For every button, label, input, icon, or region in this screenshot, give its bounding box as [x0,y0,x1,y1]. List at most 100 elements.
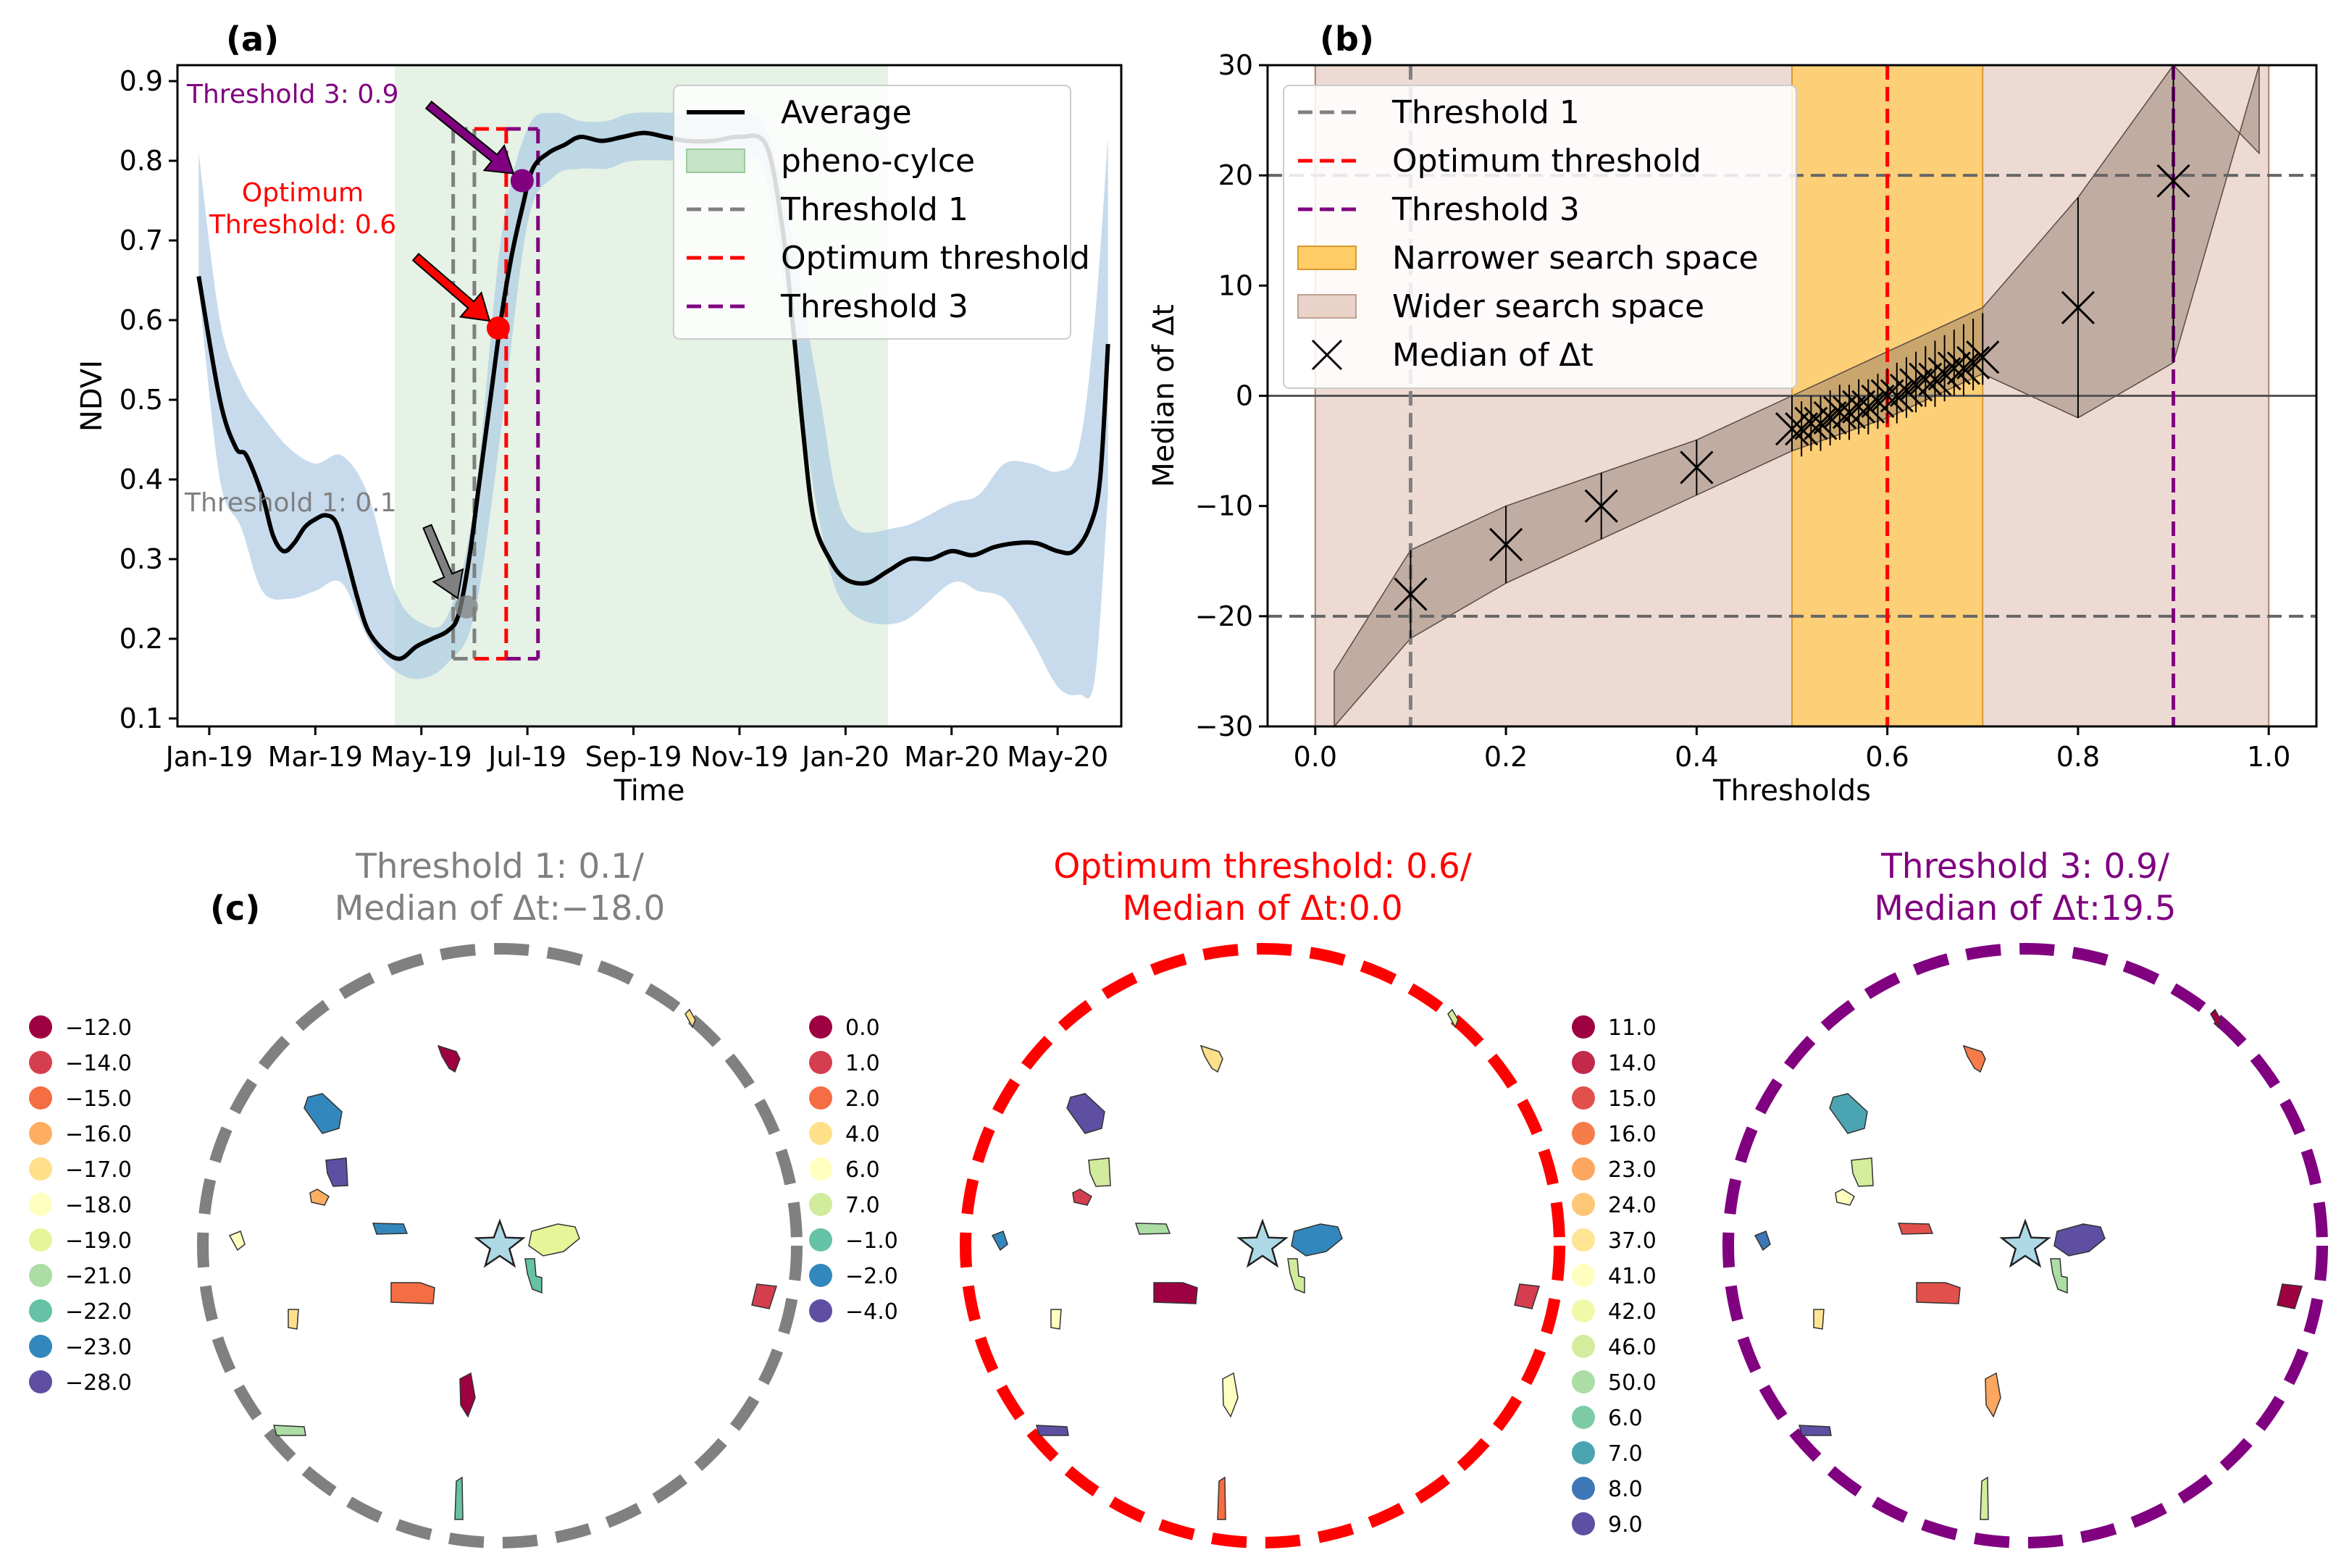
median-marker-6 [1794,406,1828,440]
legend-a-label-2: Threshold 1 [780,191,968,228]
threshold-point-t3 [510,169,534,193]
parcel-2-5 [1754,1230,1771,1252]
map-legend-label-0-8: −22.0 [65,1299,132,1325]
parcel-1-1 [1199,1044,1223,1073]
map-legend-dot-0-8 [29,1299,52,1322]
legend-b-swatch-4 [1297,294,1357,319]
y-tick-label-a-2: 0.3 [120,543,163,575]
x-tick-label-a-3: Jul-19 [487,741,566,773]
map-legend-label-2-13: 8.0 [1608,1477,1643,1502]
parcel-1-13 [1222,1372,1239,1418]
map-legend-label-0-6: −19.0 [65,1228,132,1254]
map-legend-dot-1-8 [809,1299,832,1322]
panel-label-a: (a) [226,20,279,59]
parcel-2-14 [1798,1425,1832,1436]
parcel-2-2 [1829,1093,1868,1134]
map-legend-dot-2-2 [1572,1086,1595,1110]
x-tick-label-a-8: May-20 [1007,741,1108,773]
parcel-1-3 [1088,1157,1111,1187]
x-tick-label-b-2: 0.4 [1675,741,1718,773]
median-marker-7 [1804,406,1838,440]
y-tick-label-b-4: 10 [1218,269,1253,301]
map-legend-label-1-6: −1.0 [845,1228,898,1254]
median-marker-10 [1832,395,1867,429]
map-legend-label-2-1: 14.0 [1608,1051,1657,1076]
map-legend-label-2-3: 16.0 [1608,1122,1657,1147]
map-legend-label-2-11: 6.0 [1608,1406,1643,1431]
y-tick-label-a-6: 0.7 [120,225,163,256]
parcel-0-8 [524,1258,543,1294]
parcel-0-6 [372,1223,409,1235]
median-marker-24 [1966,340,2000,374]
map-panel-2: Threshold 3: 0.9/Median of Δt:19.5 11.0 14… [1572,847,2328,1548]
x-tick-label-b-5: 1.0 [2247,741,2290,773]
x-tick-label-a-5: Nov-19 [690,741,788,773]
y-tick-label-a-3: 0.4 [120,464,163,495]
parcel-0-12 [288,1309,299,1330]
arrow-optimum [411,253,491,322]
map-legend-label-2-4: 23.0 [1608,1157,1657,1183]
parcel-1-12 [1050,1309,1062,1330]
median-marker-22 [1946,351,1981,385]
map-legend-dot-1-1 [809,1051,832,1074]
map-legend-dot-2-12 [1572,1441,1595,1464]
parcel-2-12 [1813,1309,1825,1330]
annotation-optimum-1: Optimum [242,178,364,208]
parcel-2-11 [2277,1283,2303,1309]
map-legend-dot-2-3 [1572,1122,1595,1145]
site-star-icon-0 [474,1218,526,1268]
legend-b-frame [1283,85,1797,389]
map-legend-dot-1-2 [809,1086,832,1110]
map-legend-dot-1-4 [809,1157,832,1181]
parcel-1-6 [1134,1223,1171,1235]
axes-frame-a [176,64,1123,728]
parcel-1-5 [991,1230,1008,1252]
y-tick-label-a-0: 0.1 [120,703,163,734]
map-legend-dot-2-9 [1572,1335,1595,1358]
y-axis-title-b: Median of Δt [1147,304,1181,487]
x-tick-label-b-3: 0.6 [1865,741,1909,773]
median-marker-21 [1937,351,1971,385]
parcel-1-4 [1072,1188,1092,1206]
x-tick-label-a-1: Mar-19 [268,741,363,773]
map-title-line2-2: Median of Δt:19.5 [1874,889,2176,928]
y-tick-label-b-1: −20 [1195,600,1253,632]
legend-a-swatch-1 [686,148,745,173]
x-tick-label-b-4: 0.8 [2056,741,2100,773]
map-legend-dot-0-7 [29,1264,52,1287]
map-legend-dot-0-1 [29,1051,52,1074]
x-axis-title-a: Time [614,774,685,808]
median-marker-19 [1918,362,1952,396]
map-legend-dot-2-10 [1572,1370,1595,1393]
parcel-2-7 [2053,1223,2106,1257]
arrow-threshold-1 [422,524,464,600]
map-legend-label-0-1: −14.0 [65,1051,132,1076]
parcel-0-7 [528,1223,580,1257]
map-boundary-circle-1 [960,943,1565,1548]
parcel-1-11 [1514,1283,1540,1309]
map-legend-label-2-8: 42.0 [1608,1299,1657,1325]
legend-b-swatch-3 [1297,246,1357,270]
legend-b-label-2: Threshold 3 [1391,191,1580,228]
median-marker-13 [1861,385,1895,419]
map-legend-label-0-10: −28.0 [65,1370,132,1396]
map-legend-label-1-0: 0.0 [845,1015,880,1041]
map-legend-label-1-5: 7.0 [845,1193,880,1218]
median-marker-26 [2156,164,2190,198]
annotation-threshold-3: Threshold 3: 0.9 [186,80,399,109]
legend-b-label-5: Median of Δt [1392,337,1594,374]
median-marker-14 [1870,379,1904,413]
x-tick-label-a-0: Jan-19 [164,741,254,773]
legend-a: Average pheno-cylce Threshold 1 Optimum thr… [673,85,1090,340]
map-legend-label-1-2: 2.0 [845,1086,880,1112]
legend-a-label-4: Threshold 3 [780,288,968,325]
map-legend-dot-2-8 [1572,1299,1595,1322]
map-legend-dot-2-11 [1572,1406,1595,1429]
panel-label-b: (b) [1320,20,1374,59]
map-legend-label-0-0: −12.0 [65,1015,132,1041]
legend-b-swatch-5 [1311,339,1343,371]
legend-b: Threshold 1 Optimum threshold Threshold 3 N… [1283,85,1797,389]
parcel-2-8 [2050,1258,2068,1294]
map-legend-dot-1-7 [809,1264,832,1287]
site-star-icon-2 [1999,1218,2051,1268]
